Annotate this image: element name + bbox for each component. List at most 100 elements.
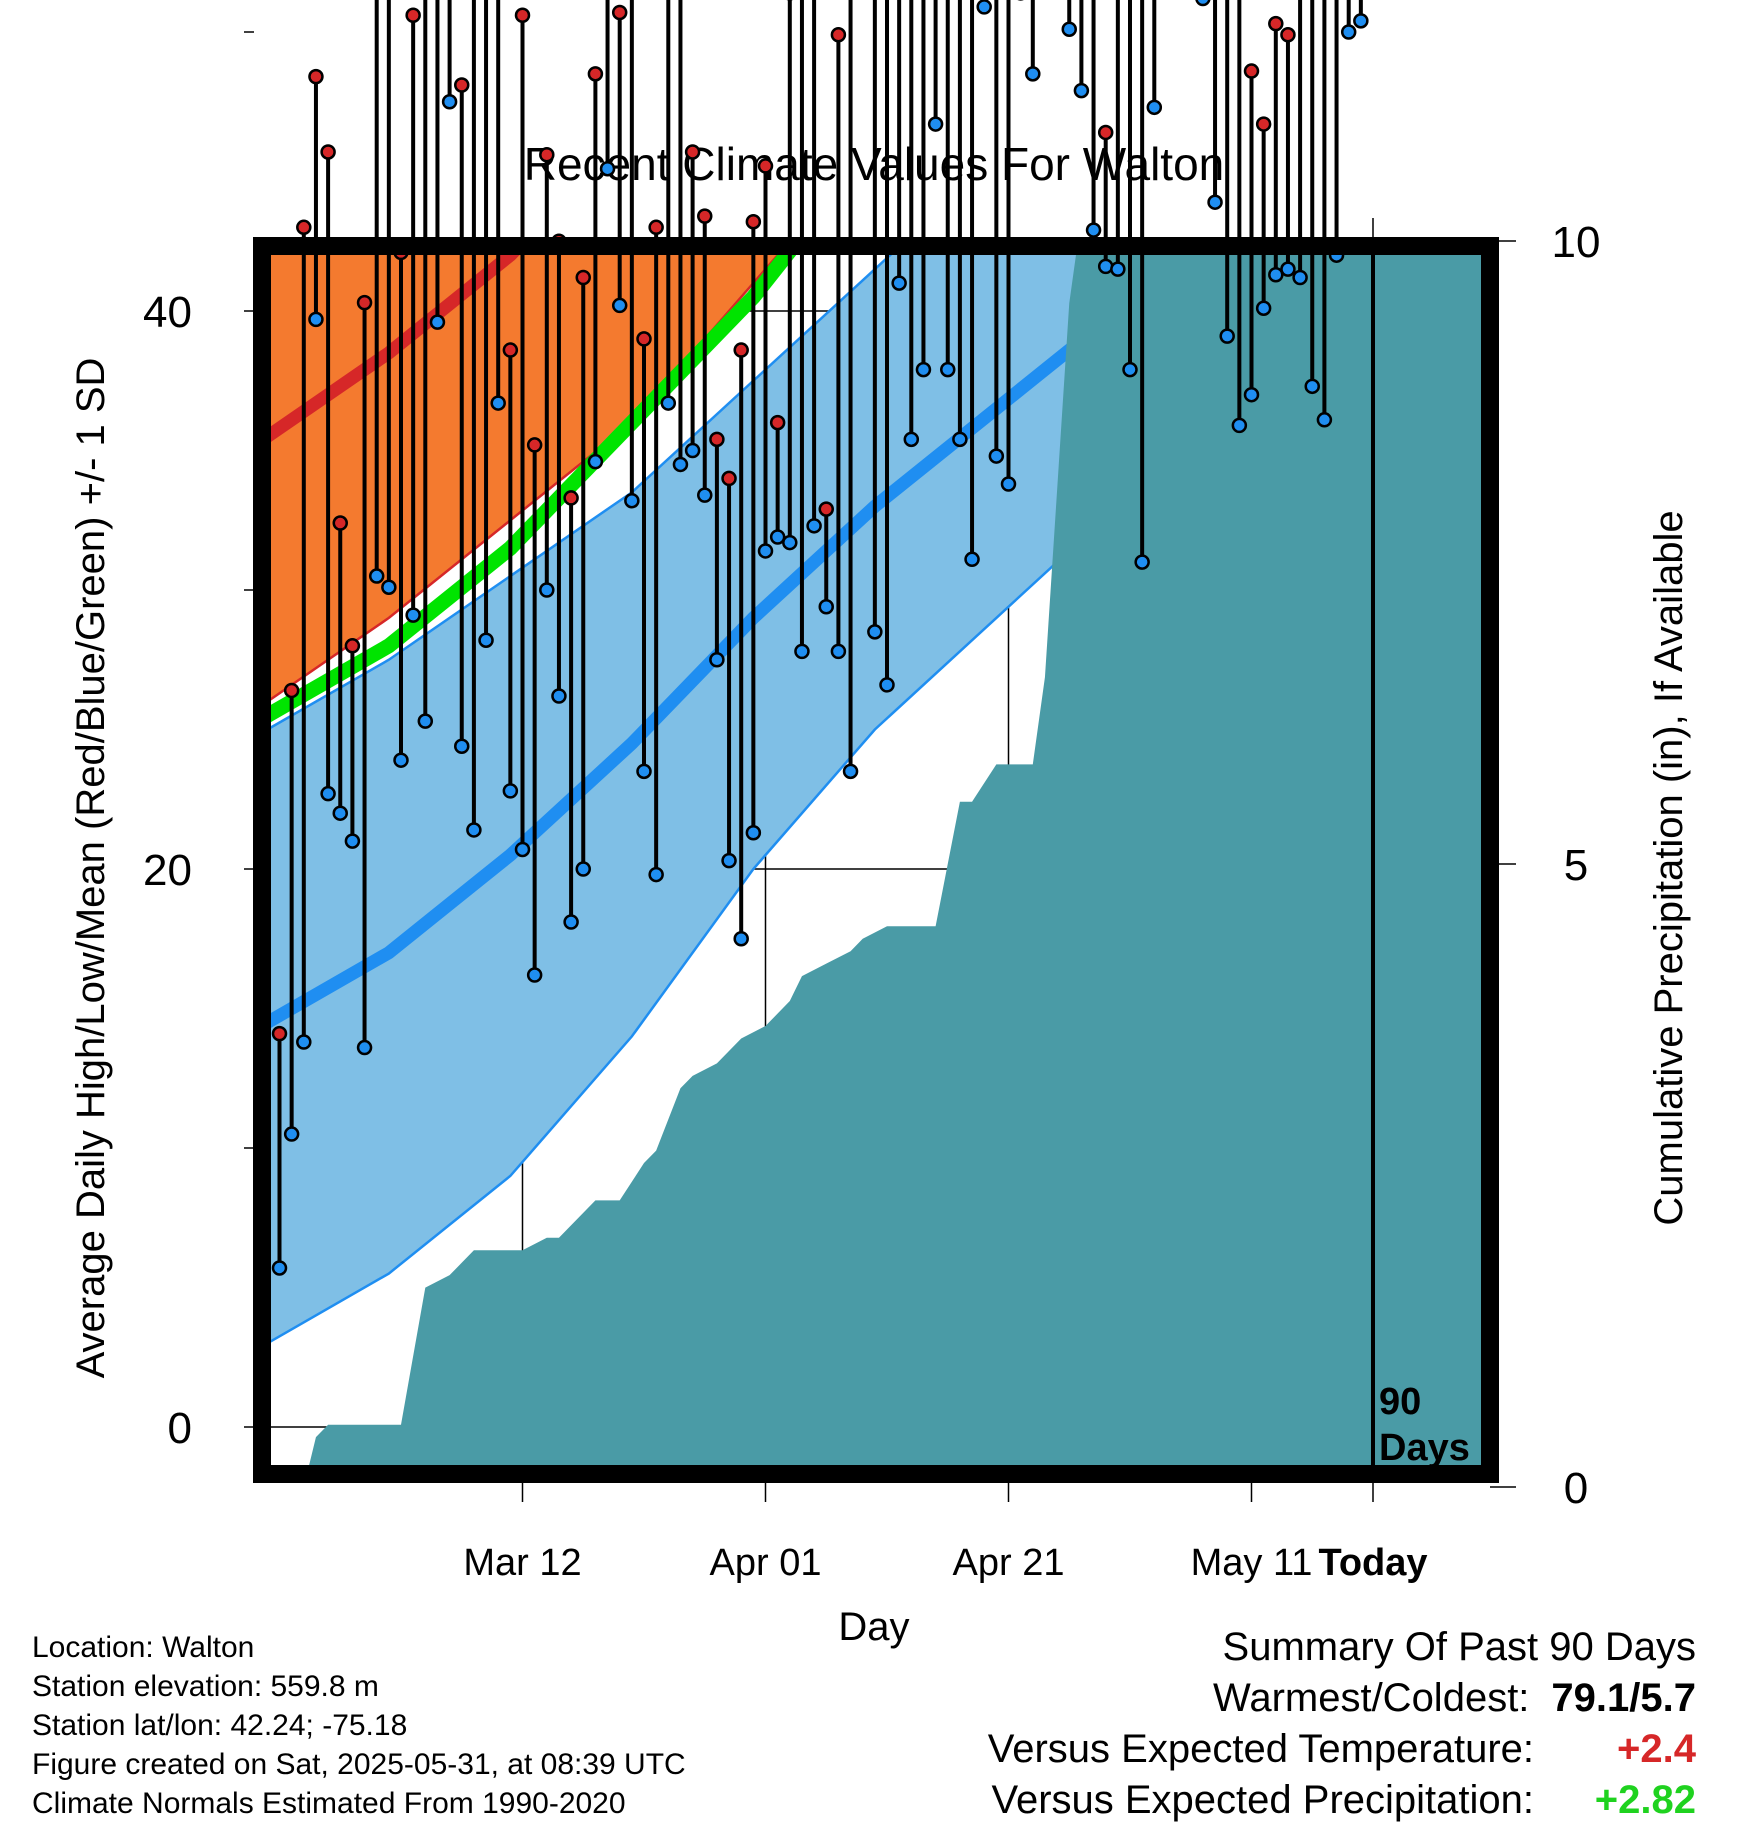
daily-low-point: [624, 492, 640, 509]
x-tick-label: Apr 01: [710, 1542, 822, 1584]
location-text: Location: Walton: [32, 1631, 255, 1664]
temp-label: Versus Expected Temperature:: [987, 1727, 1534, 1771]
y-axis-label: Average Daily High/Low/Mean (Red/Blue/Gr…: [69, 358, 113, 1379]
annotation-line-2: Days: [1379, 1427, 1470, 1469]
daily-low-point: [745, 824, 762, 841]
latlon-text: Station lat/lon: 42.24; -75.18: [32, 1709, 408, 1742]
high-lower-edge: [266, 246, 788, 703]
daily-low-point: [271, 1260, 288, 1276]
daily-high-point: [356, 294, 373, 311]
daily-low-point: [356, 1039, 373, 1056]
daily-low-point: [563, 914, 579, 930]
daily-high-point: [1268, 15, 1284, 32]
daily-high-point: [721, 470, 737, 487]
daily-high-point: [745, 213, 762, 230]
daily-low-point: [393, 752, 409, 768]
daily-low-point: [1061, 21, 1077, 37]
x-axis-label: Day: [838, 1605, 909, 1649]
daily-high-point: [526, 437, 543, 453]
daily-low-point: [891, 275, 907, 291]
daily-high-point: [1243, 63, 1260, 79]
daily-low-point: [283, 1126, 300, 1142]
daily-high-point: [405, 7, 421, 24]
high-mean-line: [263, 246, 529, 442]
daily-low-point: [332, 805, 348, 821]
daily-low-point: [599, 160, 616, 177]
daily-low-point: [417, 713, 434, 729]
daily-low-point: [1195, 0, 1211, 7]
daily-low-point: [429, 314, 446, 330]
daily-low-point: [1025, 66, 1041, 82]
daily-low-point: [381, 579, 397, 595]
daily-low-point: [441, 94, 458, 110]
daily-low-point: [1207, 194, 1223, 210]
daily-high-point: [320, 144, 336, 160]
daily-high-point: [769, 414, 786, 431]
daily-low-point: [1219, 328, 1235, 344]
daily-high-point: [1280, 27, 1296, 43]
daily-low-point: [964, 551, 980, 568]
daily-low-point: [1243, 386, 1260, 403]
daily-low-point: [308, 311, 324, 328]
daily-low-point: [782, 534, 798, 551]
summary-precip: Versus Expected Precipitation: +2.82: [796, 1775, 1696, 1826]
daily-low-point: [551, 688, 567, 704]
daily-low-point: [1231, 417, 1248, 434]
x-tick-label: Mar 12: [463, 1542, 581, 1584]
daily-low-point: [842, 763, 859, 780]
daily-low-point: [1085, 222, 1102, 238]
daily-low-point: [660, 395, 677, 411]
daily-high-point: [684, 144, 701, 160]
daily-high-point: [818, 501, 834, 517]
daily-low-point: [611, 297, 628, 314]
created-text: Figure created on Sat, 2025-05-31, at 08…: [32, 1748, 686, 1781]
daily-low-point: [879, 677, 895, 693]
daily-low-point: [478, 632, 494, 648]
low-sd-band: [267, 246, 1462, 1344]
daily-high-point: [697, 208, 713, 224]
y-tick-label: 0: [168, 1404, 192, 1453]
daily-low-point: [636, 763, 652, 780]
daily-low-point: [1073, 82, 1090, 99]
daily-low-point: [1110, 261, 1126, 277]
daily-high-point: [539, 147, 555, 163]
daily-high-point: [587, 66, 604, 82]
daily-low-point: [1280, 261, 1296, 277]
daily-high-point: [502, 342, 519, 358]
precipitation-area: [306, 246, 1483, 1474]
daily-high-point: [344, 638, 361, 654]
daily-low-point: [903, 431, 920, 448]
daily-high-point: [454, 77, 470, 93]
daily-low-point: [1000, 476, 1017, 492]
daily-high-point: [611, 4, 628, 21]
daily-low-point: [575, 861, 591, 877]
y2-tick-label: 5: [1564, 841, 1588, 890]
daily-low-point: [794, 643, 810, 660]
daily-low-point: [296, 1034, 312, 1050]
mean-line: [263, 246, 804, 723]
daily-low-point: [587, 453, 604, 470]
daily-low-point: [539, 582, 555, 598]
daily-high-point: [648, 219, 664, 236]
daily-low-point: [526, 967, 543, 983]
daily-high-point: [709, 431, 725, 448]
daily-low-point: [1292, 269, 1308, 286]
daily-high-point: [296, 219, 312, 236]
daily-low-point: [684, 442, 701, 459]
daily-high-point: [308, 68, 324, 85]
daily-low-point: [1340, 24, 1357, 40]
summary-temp: Versus Expected Temperature: +2.4: [796, 1724, 1696, 1775]
daily-high-point: [1097, 124, 1114, 141]
precip-cumulative-area: [306, 246, 1483, 1474]
daily-high-point: [1255, 116, 1272, 132]
temp-value: +2.4: [1617, 1727, 1696, 1771]
daily-low-point: [672, 456, 689, 473]
summary-title: Summary Of Past 90 Days: [796, 1622, 1696, 1673]
daily-low-point: [697, 487, 713, 503]
daily-low-point: [1353, 13, 1369, 29]
x-tick-label: Apr 21: [953, 1542, 1065, 1584]
precip-label: Versus Expected Precipitation:: [991, 1778, 1534, 1822]
daily-low-point: [648, 866, 664, 883]
